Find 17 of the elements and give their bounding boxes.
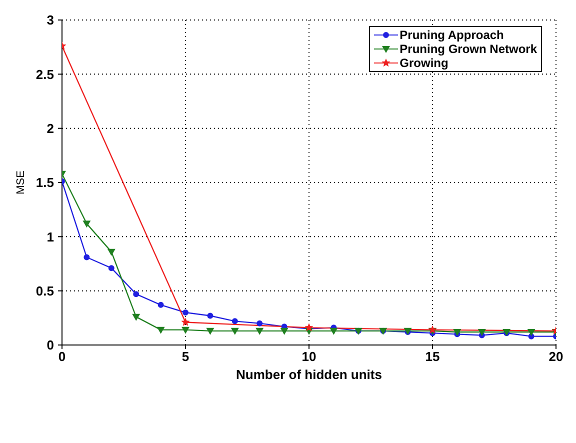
y-tick-label: 3 (46, 12, 54, 28)
y-axis-title: MSE (14, 170, 27, 194)
legend-label: Pruning Grown Network (400, 42, 537, 56)
x-tick-label: 20 (548, 349, 564, 364)
legend-label: Pruning Approach (400, 28, 504, 42)
x-axis-title: Number of hidden units (236, 367, 382, 382)
y-tick-label: 1 (46, 229, 54, 244)
x-tick-label: 10 (302, 349, 316, 364)
y-tick-label: 2 (46, 120, 54, 136)
y-tick-label: 0.5 (36, 283, 54, 298)
y-tick-label: 0 (46, 338, 54, 353)
legend-label: Growing (400, 56, 448, 70)
x-tick-label: 5 (182, 349, 190, 364)
x-tick-label: 0 (58, 349, 66, 364)
x-tick-label: 15 (425, 349, 440, 364)
y-tick-label: 2.5 (36, 66, 54, 82)
y-tick-label: 1.5 (36, 175, 54, 190)
